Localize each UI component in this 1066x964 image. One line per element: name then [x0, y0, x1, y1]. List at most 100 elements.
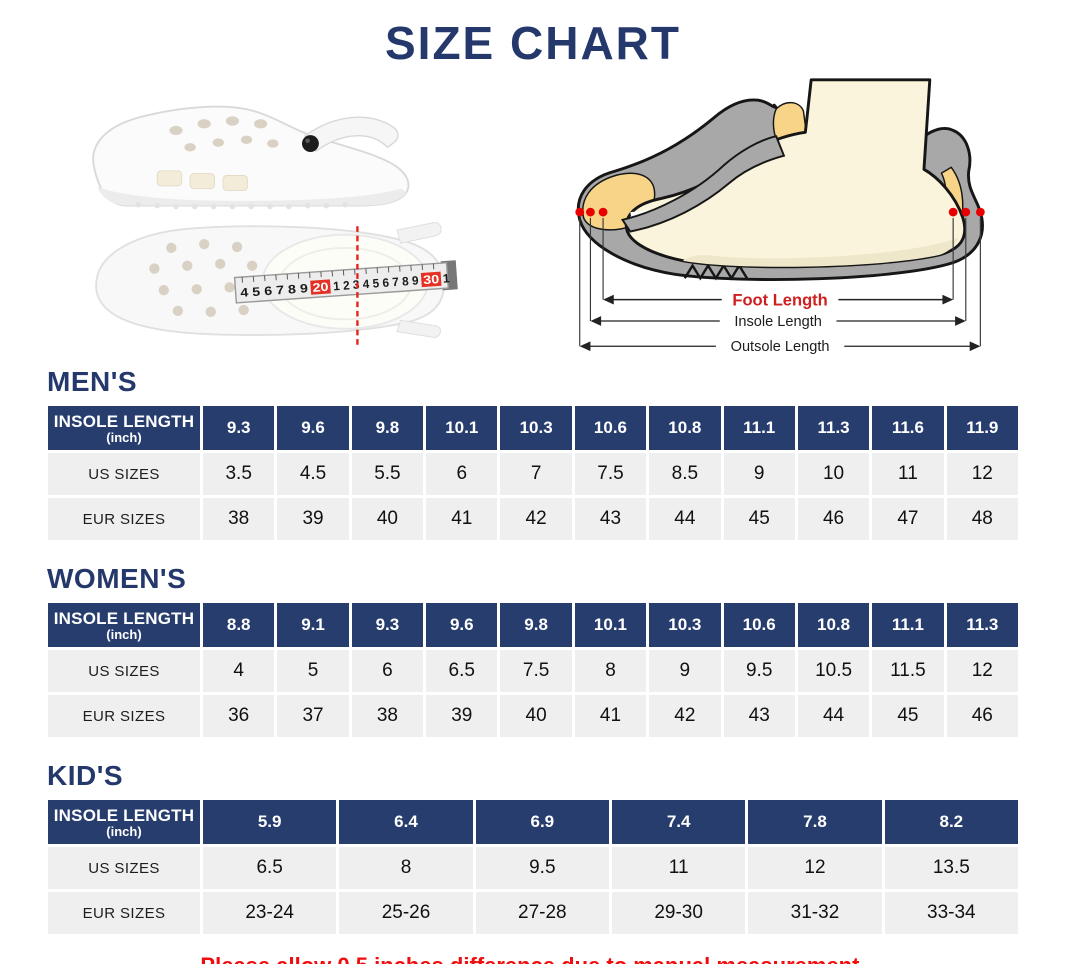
- insole-length-label: Insole Length: [734, 314, 822, 330]
- size-value: 25-26: [339, 892, 473, 934]
- insole-length-value: 11.9: [946, 406, 1018, 450]
- insole-length-value: 10.3: [649, 603, 721, 647]
- tape-numbers: 4 5 6 7 8 9 20 1 2 3 4 5 6 7 8 9 30 1: [240, 271, 451, 300]
- size-value: 9.5: [475, 847, 609, 889]
- insole-length-value: 10.3: [500, 406, 572, 450]
- size-value: 12: [748, 847, 882, 889]
- size-row: EUR SIZES 38 39 40 41 42 43 44 45 46 47 48: [48, 498, 1018, 540]
- size-value: 8: [339, 847, 473, 889]
- clog-top-view-image: 4 5 6 7 8 9 20 1 2 3 4 5 6 7 8 9 30 1: [95, 222, 458, 349]
- outsole-length-measure: Outsole Length: [579, 339, 981, 355]
- size-row: EUR SIZES 23-24 25-26 27-28 29-30 31-32 33-34: [48, 892, 1018, 934]
- insole-length-value: 8.8: [203, 603, 275, 647]
- kids-section: KID'S INSOLE LENGTH (inch) 5.9 6.4 6.9 7.4 7.8…: [0, 760, 1066, 937]
- size-value: 9: [649, 650, 721, 692]
- insole-length-header-line2: (inch): [106, 626, 142, 642]
- size-row: US SIZES 6.5 8 9.5 11 12 13.5: [48, 847, 1018, 889]
- foot-length-label: Foot Length: [732, 290, 827, 309]
- measurement-dots: [575, 207, 985, 217]
- insole-length-measure: Insole Length: [590, 314, 966, 330]
- insole-length-value: 7.4: [611, 800, 746, 844]
- size-value: 11: [611, 847, 746, 889]
- heel-strap: [303, 116, 399, 153]
- insole-length-value: 8.2: [884, 800, 1018, 844]
- row-label: EUR SIZES: [48, 892, 200, 934]
- table-header-row: INSOLE LENGTH (inch) 5.9 6.4 6.9 7.4 7.8 8.2: [48, 800, 1018, 844]
- size-value: 42: [649, 695, 721, 737]
- insole-length-header-line1: INSOLE LENGTH: [53, 805, 195, 825]
- womens-size-table: INSOLE LENGTH (inch) 8.8 9.1 9.3 9.6 9.8 10.1 10…: [45, 600, 1021, 740]
- size-value: 6: [351, 650, 424, 692]
- mens-section: MEN'S INSOLE LENGTH (inch) 9.3 9.6 9.8 10.1 10…: [0, 366, 1066, 543]
- outsole-length-label: Outsole Length: [731, 339, 830, 355]
- size-value: 10: [797, 453, 870, 495]
- foot-length-measure: Foot Length: [603, 290, 954, 309]
- size-value: 8: [574, 650, 647, 692]
- size-value: 36: [203, 695, 275, 737]
- size-value: 33-34: [884, 892, 1018, 934]
- size-value: 11: [872, 453, 944, 495]
- row-label: EUR SIZES: [48, 498, 200, 540]
- size-value: 9.5: [723, 650, 795, 692]
- row-label: US SIZES: [48, 453, 200, 495]
- size-value: 12: [946, 650, 1018, 692]
- clog-product-image: 4 5 6 7 8 9 20 1 2 3 4 5 6 7 8 9 30 1: [92, 105, 458, 349]
- size-value: 3.5: [203, 453, 275, 495]
- tape-highlight-30-box: [420, 271, 442, 288]
- insole-length-value: 10.6: [574, 406, 647, 450]
- insole-length-value: 9.3: [203, 406, 275, 450]
- insole-length-header-line2: (inch): [106, 429, 142, 445]
- size-value: 6: [426, 453, 498, 495]
- insole-length-value: 9.6: [277, 406, 349, 450]
- foot-measurement-diagram: Foot Length Insole Length Outsole Length: [575, 78, 985, 355]
- size-value: 7.5: [574, 453, 647, 495]
- size-value: 8.5: [649, 453, 721, 495]
- size-value: 44: [649, 498, 721, 540]
- size-value: 13.5: [884, 847, 1018, 889]
- section-heading-mens: MEN'S: [47, 366, 138, 397]
- size-value: 41: [574, 695, 647, 737]
- size-value: 11.5: [872, 650, 944, 692]
- size-value: 43: [574, 498, 647, 540]
- size-value: 38: [203, 498, 275, 540]
- section-heading-kids: KID'S: [47, 760, 124, 791]
- vamp-band: [620, 135, 786, 233]
- size-value: 44: [797, 695, 870, 737]
- size-value: 31-32: [748, 892, 882, 934]
- size-row: US SIZES 4 5 6 6.5 7.5 8 9 9.5 10.5 11.5 12: [48, 650, 1018, 692]
- size-value: 6.5: [426, 650, 498, 692]
- insole-length-value: 9.8: [500, 603, 572, 647]
- size-value: 39: [426, 695, 498, 737]
- row-label: EUR SIZES: [48, 695, 200, 737]
- size-value: 12: [946, 453, 1018, 495]
- insole-length-value: 11.1: [872, 603, 944, 647]
- insole-length-header: INSOLE LENGTH (inch): [48, 603, 200, 647]
- size-value: 7: [500, 453, 572, 495]
- womens-section: WOMEN'S INSOLE LENGTH (inch) 8.8 9.1 9.3 9.6 9…: [0, 563, 1066, 740]
- size-value: 37: [277, 695, 349, 737]
- size-value: 6.5: [203, 847, 337, 889]
- insole-length-value: 9.8: [351, 406, 424, 450]
- size-value: 5: [277, 650, 349, 692]
- insole-length-value: 9.3: [351, 603, 424, 647]
- page-title: SIZE CHART: [385, 17, 681, 69]
- size-value: 48: [946, 498, 1018, 540]
- clog-side-view-image: [92, 105, 410, 210]
- insole-length-value: 7.8: [748, 800, 882, 844]
- clog-ventilation-holes: [169, 116, 279, 152]
- size-value: 38: [351, 695, 424, 737]
- insole-length-value: 11.1: [723, 406, 795, 450]
- size-value: 9: [723, 453, 795, 495]
- measurement-disclaimer: Please allow 0.5 inches difference due t…: [0, 953, 1066, 964]
- insole-length-value: 6.4: [339, 800, 473, 844]
- size-value: 42: [500, 498, 572, 540]
- size-value: 40: [500, 695, 572, 737]
- insole-length-value: 11.3: [797, 406, 870, 450]
- size-value: 23-24: [203, 892, 337, 934]
- kids-size-table: INSOLE LENGTH (inch) 5.9 6.4 6.9 7.4 7.8 8.2 US …: [45, 797, 1021, 937]
- insole-length-value: 9.1: [277, 603, 349, 647]
- insole-length-header-line1: INSOLE LENGTH: [53, 411, 195, 431]
- tape-highlight-20-box: [310, 279, 331, 295]
- size-value: 45: [723, 498, 795, 540]
- size-value: 10.5: [797, 650, 870, 692]
